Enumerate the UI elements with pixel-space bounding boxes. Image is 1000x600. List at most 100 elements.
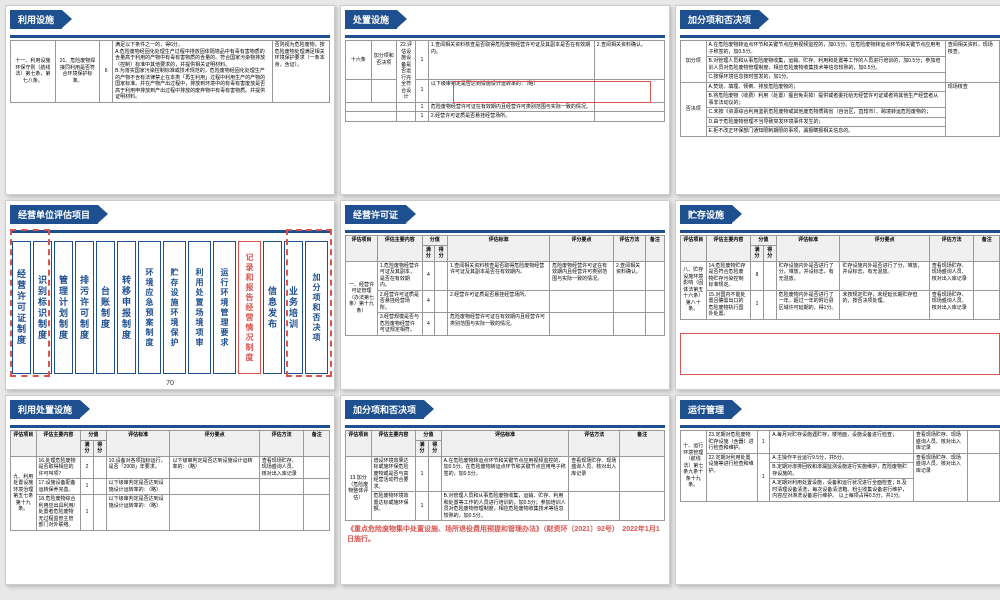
cell: 2.经营许可证质是否悬挂经营场所。 [448, 290, 550, 313]
cell [613, 313, 645, 336]
cell [170, 479, 259, 495]
cell [968, 453, 1000, 501]
table-p8: 评估项目评估主要内容分值评估标准评估方法备注 满分得分 13.加分（危险废物整体… [345, 430, 665, 521]
cell: 以下级审判定是否达到设施设计运转率的：（略） [106, 479, 170, 495]
cell: 6 [100, 41, 113, 103]
cell [763, 261, 776, 290]
cell: 1 [416, 79, 429, 102]
vtab-7[interactable]: 贮存设施环境保护 [163, 241, 186, 374]
cell: 八、贮存设施环境影响（固体法第五十六条）第八十条。 [681, 261, 707, 319]
cell: 危险废物环境效置达标或施环保额。 [371, 492, 416, 521]
cell [346, 102, 397, 112]
cell: 否则视为危险废物，按危险废物处理满足相关环境保护要求（一条本身，含证）。 [272, 41, 329, 103]
cell: 1 [416, 41, 429, 80]
strip [680, 425, 1000, 428]
vtab-3[interactable]: 排污许可制度 [75, 241, 94, 374]
cell: 1 [416, 456, 429, 492]
panel-jiafen-2: 加分项和否决项 评估项目评估主要内容分值评估标准评估方法备注 满分得分 13.加… [340, 395, 670, 585]
cell: C.未按《资源综合利用鉴别危险废物或其他废危物质跨省（自治区，直辖市）、跨境转运… [706, 108, 945, 118]
cell: 以下级审判定是否达到设施设计运转率的：（略） [106, 495, 170, 531]
th: 满分 [751, 245, 764, 261]
header-4: 经营单位评估项目 [10, 205, 98, 224]
th: 评估标准 [441, 431, 569, 457]
strip [680, 35, 1000, 38]
cell: 4 [422, 290, 435, 313]
cell: 22.评估设施设备是否运行完全符合设计 [397, 41, 416, 103]
cell [304, 495, 330, 531]
vtab-1[interactable]: 识别标识制度 [33, 241, 52, 374]
strip [345, 230, 665, 233]
cell [594, 112, 664, 122]
cell [435, 290, 448, 313]
header-1: 利用设施 [10, 10, 62, 29]
cell: 查看现场贮存、现场盛询人员、核对出入库记录 [569, 456, 620, 492]
vtab-11[interactable]: 信息发布 [263, 241, 282, 374]
header-6: 贮存设施 [680, 205, 732, 224]
highlight-box-2 [680, 333, 1000, 375]
cell: D.由于危险废物管理不当导致突发环境事件发生的； [706, 117, 945, 127]
cell: 查看现场贮存、现场盛询人员、核对出入库记录 [259, 456, 304, 479]
cell [594, 79, 664, 102]
th: 评估方法 [929, 236, 974, 262]
table-p6: 评估项目评估主要内容分值评估标准评分要点评估方法备注 满分得分 八、贮存设施环境… [680, 235, 1000, 320]
cell [428, 492, 441, 521]
strip [10, 230, 330, 233]
vtab-12[interactable]: 业务培训 [284, 241, 303, 374]
cell: A.在危险废物转运点环节和关键节点应用视频监控的，加0.5分。在危险废物转运点环… [441, 456, 569, 492]
cell: C.按保环境信息按时签发的，加1分。 [706, 73, 945, 83]
cell [397, 102, 416, 112]
table-p3: 加分项 A.在危险废物转运点环节和关键节点应用视频监控的，加0.5分。在危险废物… [680, 40, 1000, 137]
cell: 危险废物经营许可证在有效期内且经营许可类别范围与实际一致的情况。 [448, 313, 550, 336]
cell: 十、运行环境管理（航线法）第七条九条十条十九条。 [681, 431, 707, 502]
vtab-10[interactable]: 记录和报告经营情况制度 [238, 241, 261, 374]
cell: A.焚烧、填埋、倾倒、排放危险废物的； [706, 82, 945, 92]
cell: 满足以下条件之一的，得6分。 A.危险废物经固化处理生产过程中排放固体隔墙品中有… [113, 41, 273, 103]
cell [645, 261, 664, 290]
cell: 1 [81, 495, 94, 531]
cell: 21、危险废物焊接同利用是否符合环境保护标准。 [55, 41, 100, 103]
cell [645, 313, 664, 336]
cell: B.将危险废物（收费）利用（处置）擅自免责掉）提供或者委托给无经营许可证或者将其… [706, 92, 945, 108]
cell: 4 [422, 313, 435, 336]
cell [259, 479, 304, 495]
cell [304, 479, 330, 495]
cell: E.拒不改正环保部门通知限制期限的事项，漏报瞒报相关信息的。 [706, 127, 945, 137]
cell: A.每月对贮存设施遇贮存，楼地面，设施设备进行检查； [770, 431, 914, 454]
th: 评估方法 [613, 236, 645, 262]
th: 评估方法 [569, 431, 620, 457]
cell: 2 [81, 456, 94, 479]
cell [371, 79, 397, 102]
vtab-6[interactable]: 环境应急预案制度 [138, 241, 161, 374]
cell: 1 [751, 290, 764, 319]
strip [345, 35, 665, 38]
cell: 17.设施设备配备运转保养完善。 [36, 479, 81, 495]
vtab-0[interactable]: 经营许可证制度 [12, 241, 31, 374]
th: 备注 [304, 431, 330, 457]
vtab-2[interactable]: 管理计划制度 [54, 241, 73, 374]
cell: 十六条 [346, 41, 372, 80]
cell: 10.设备对各项指标运行，是否「2008」年要求。 [106, 456, 170, 479]
cell: B.对管理人员和从事危险废物收集，运输、贮存、利用和处置等工作的人员进行培训的，… [706, 57, 945, 73]
vtab-4[interactable]: 台账制度 [96, 241, 115, 374]
cell: 未按规定贮存，未经延长期贮存但的，按否决项处理。 [840, 290, 929, 319]
vtab-8[interactable]: 利用处置场境项审 [188, 241, 211, 374]
cell: 危险废物经营许可证在有效期内且经营许可类别范围与实际一致的情况。 [428, 102, 594, 112]
th: 满分 [422, 245, 435, 261]
th: 备注 [645, 236, 664, 262]
vtab-13[interactable]: 加分项和否决项 [305, 241, 328, 374]
vtab-5[interactable]: 转移申报制度 [117, 241, 136, 374]
th: 评估项目 [346, 236, 378, 262]
th: 评估主要内容 [706, 236, 751, 262]
table-p9: 十、运行环境管理（航线法）第七条九条十条十九条。 23.定期对危险废物贮存设施（… [680, 430, 1000, 502]
table-p5: 评估项目评估主要内容分值评估标准评分要点评估方法备注 满分得分 一、经营许可证管… [345, 235, 665, 336]
th: 评估项目 [681, 236, 707, 262]
vtab-9[interactable]: 运行环境管理要求 [213, 241, 236, 374]
cell: B.定期对渗排回收和渗漏监测设施进行实施维护，危险废物贮存设施的。 [770, 463, 914, 479]
cell [93, 456, 106, 479]
th: 评估项目 [11, 431, 37, 457]
cell: 1.查阅相关资料核查是否取得危险废物经营许可证及其副本是否在有效期内。 [448, 261, 550, 290]
cell [968, 431, 1000, 454]
cell: 2.查阅相关资料确认。 [613, 261, 645, 290]
cell: 3.经营规模是否与危险废物经营许可证规定相符。 [377, 313, 422, 336]
th: 评估主要内容 [377, 236, 422, 262]
